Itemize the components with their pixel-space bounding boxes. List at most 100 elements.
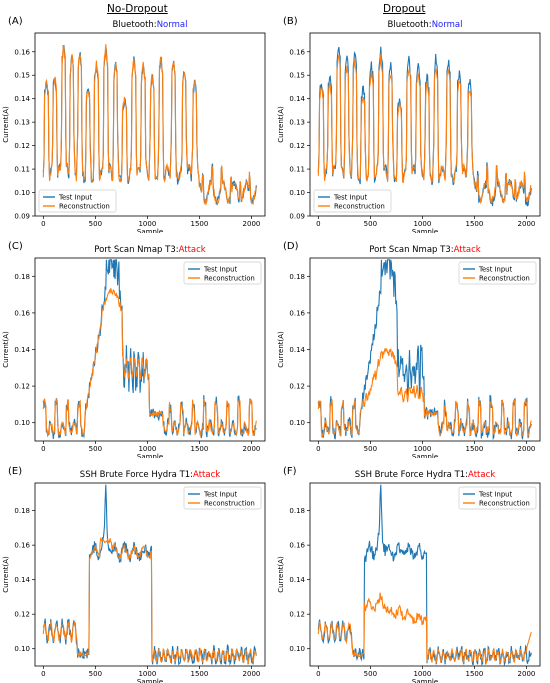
y-tick-label: 0.10: [14, 645, 30, 653]
y-tick-label: 0.16: [289, 309, 305, 317]
y-tick-label: 0.11: [289, 166, 305, 174]
panel-f: (F) SSH Brute Force Hydra T1:Attack 0 500 10…: [275, 458, 550, 683]
x-axis-label: Sample: [137, 453, 163, 458]
legend-label: Test Input: [478, 491, 512, 499]
series-reconstruction: [42, 288, 257, 438]
series-reconstruction: [317, 347, 532, 439]
legend-label: Reconstruction: [479, 500, 530, 508]
legend-box: [458, 486, 537, 510]
legend-label: Test Input: [478, 266, 512, 274]
y-tick-label: 0.11: [14, 166, 30, 174]
series-reconstruction: [317, 592, 532, 665]
x-tick-label: 2000: [243, 220, 261, 228]
panel-label: (D): [283, 241, 299, 252]
legend-label: Reconstruction: [334, 203, 385, 211]
title-text: Bluetooth:: [113, 20, 157, 30]
x-axis-label: Sample: [137, 228, 163, 233]
x-axis-label: Sample: [412, 453, 438, 458]
column-header-no-dropout: No-Dropout: [107, 3, 168, 15]
title-text: Port Scan Nmap T3:: [94, 245, 178, 255]
legend-label: Test Input: [333, 194, 367, 202]
status-text: Attack: [468, 470, 495, 480]
x-tick-label: 500: [89, 445, 102, 453]
y-axis-label: Current(A): [2, 331, 10, 368]
legend-label: Reconstruction: [59, 203, 110, 211]
y-tick-label: 0.16: [14, 48, 30, 56]
legend-box: [183, 261, 262, 285]
y-axis-label: Current(A): [2, 106, 10, 143]
panel-label: (B): [283, 16, 298, 27]
y-tick-label: 0.09: [289, 213, 305, 221]
x-tick-label: 1500: [466, 670, 484, 678]
legend-label: Test Input: [203, 491, 237, 499]
panel-label: (C): [8, 241, 23, 252]
y-tick-label: 0.12: [14, 383, 30, 391]
x-tick-label: 2000: [243, 445, 261, 453]
chart-title: Bluetooth:Normal: [388, 20, 463, 30]
y-tick-label: 0.12: [289, 611, 305, 619]
x-tick-label: 1500: [466, 220, 484, 228]
y-tick-label: 0.14: [14, 576, 30, 584]
x-tick-label: 0: [316, 220, 320, 228]
y-tick-label: 0.12: [14, 611, 30, 619]
legend-box: [38, 189, 117, 213]
status-text: Attack: [193, 470, 220, 480]
y-tick-label: 0.14: [289, 346, 305, 354]
plot-frame: [34, 32, 266, 217]
series-reconstruction: [317, 53, 532, 205]
status-text: Attack: [179, 245, 206, 255]
y-tick-label: 0.14: [289, 95, 305, 103]
chart-title: Port Scan Nmap T3:Attack: [94, 245, 206, 255]
panel-e: (E) SSH Brute Force Hydra T1:Attack 0 500 10…: [0, 458, 275, 683]
y-tick-label: 0.10: [289, 189, 305, 197]
x-tick-label: 2000: [518, 670, 536, 678]
status-text: Normal: [432, 20, 463, 30]
x-tick-label: 2000: [518, 445, 536, 453]
y-tick-label: 0.14: [14, 346, 30, 354]
y-tick-label: 0.16: [289, 542, 305, 550]
y-tick-label: 0.12: [289, 383, 305, 391]
legend-box: [183, 486, 262, 510]
plot-frame: [309, 32, 541, 217]
x-tick-label: 1500: [191, 445, 209, 453]
panel-a: (A) Bluetooth:Normal 0 500 1000 1500 2000 0.09 0…: [0, 8, 275, 233]
x-tick-label: 500: [364, 445, 377, 453]
y-tick-label: 0.12: [14, 142, 30, 150]
y-axis-label: Current(A): [2, 556, 10, 593]
y-tick-label: 0.18: [14, 273, 30, 281]
series-reconstruction: [42, 537, 257, 664]
legend-label: Reconstruction: [204, 275, 255, 283]
y-tick-label: 0.10: [14, 189, 30, 197]
x-tick-label: 0: [316, 445, 320, 453]
legend-label: Reconstruction: [479, 275, 530, 283]
panel-d: (D) Port Scan Nmap T3:Attack 0 500 1000 1500 2…: [275, 233, 550, 458]
x-tick-label: 2000: [243, 670, 261, 678]
x-tick-label: 1500: [191, 670, 209, 678]
y-axis-label: Current(A): [277, 556, 285, 593]
y-tick-label: 0.16: [14, 542, 30, 550]
legend-label: Test Input: [203, 266, 237, 274]
y-tick-label: 0.09: [14, 213, 30, 221]
chart-title: SSH Brute Force Hydra T1:Attack: [80, 470, 220, 480]
series-test-input: [42, 484, 257, 666]
x-tick-label: 2000: [518, 220, 536, 228]
title-text: Bluetooth:: [388, 20, 432, 30]
y-tick-label: 0.14: [14, 95, 30, 103]
y-tick-label: 0.13: [14, 119, 30, 127]
panel-label: (A): [8, 16, 23, 27]
x-tick-label: 1000: [138, 220, 156, 228]
chart-title: SSH Brute Force Hydra T1:Attack: [355, 470, 495, 480]
x-tick-label: 1000: [413, 445, 431, 453]
y-tick-label: 0.18: [289, 507, 305, 515]
x-tick-label: 1000: [138, 445, 156, 453]
y-tick-label: 0.18: [14, 507, 30, 515]
y-tick-label: 0.14: [289, 576, 305, 584]
plot-frame: [309, 482, 541, 667]
x-tick-label: 1500: [191, 220, 209, 228]
y-tick-label: 0.10: [289, 645, 305, 653]
